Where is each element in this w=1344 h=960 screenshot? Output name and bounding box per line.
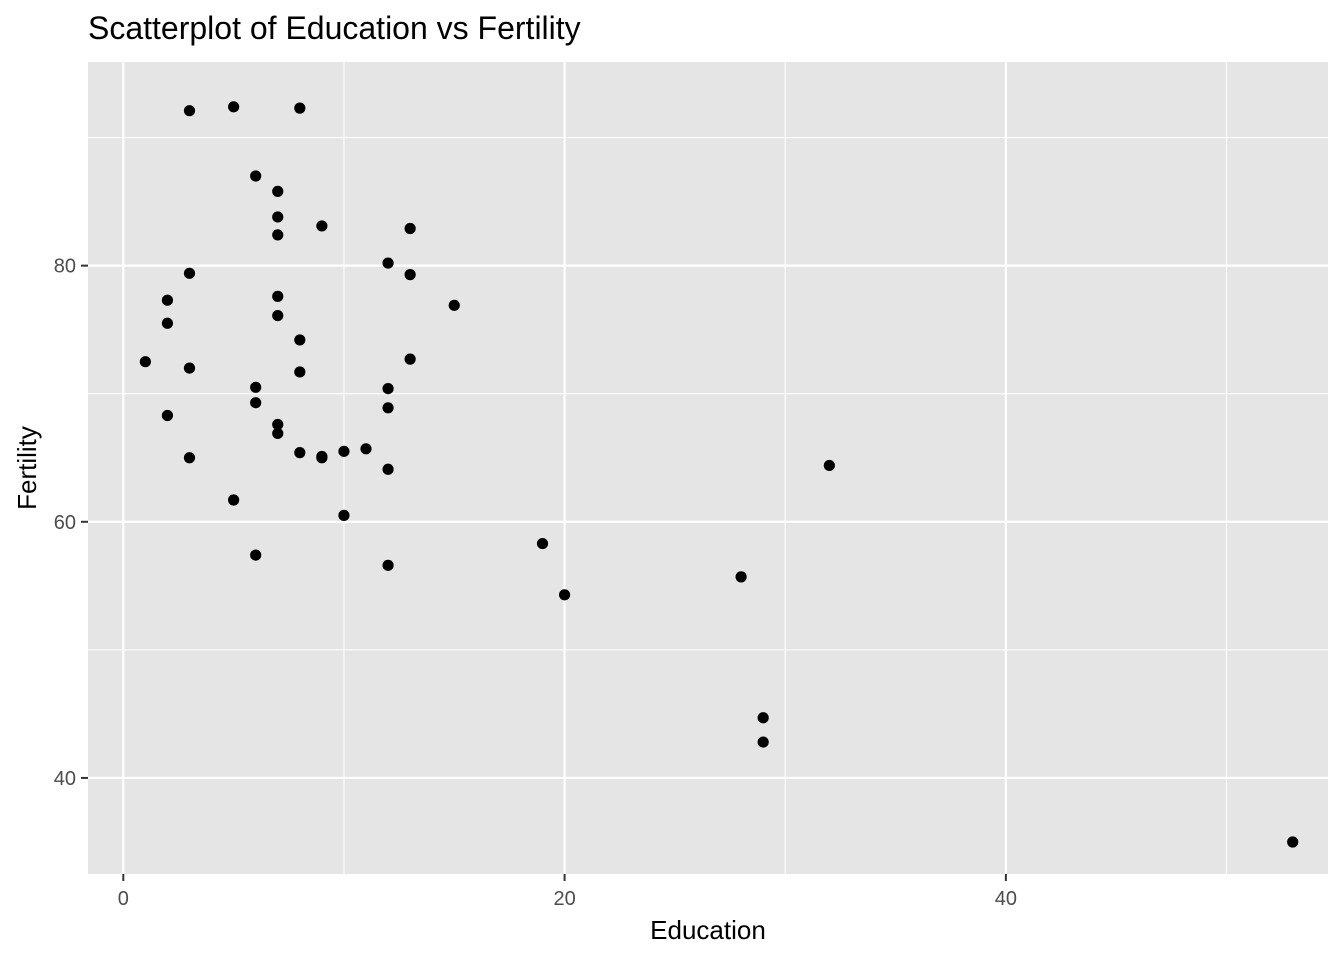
data-point: [250, 549, 262, 561]
data-point: [183, 452, 196, 464]
data-point: [272, 229, 284, 241]
y-tick-label: 80: [54, 256, 76, 278]
data-point: [161, 409, 174, 422]
data-point: [228, 101, 240, 113]
data-point: [272, 418, 284, 431]
data-point: [294, 102, 306, 114]
data-point: [316, 220, 328, 232]
data-point: [161, 294, 174, 306]
data-point: [1287, 836, 1299, 848]
data-points: [139, 101, 1299, 848]
data-point: [448, 299, 460, 311]
data-point: [161, 317, 174, 329]
major-gridlines: [88, 62, 1328, 874]
data-point: [536, 537, 549, 550]
data-point: [338, 445, 350, 457]
plot-panel: [88, 62, 1328, 874]
data-point: [316, 452, 328, 464]
data-point: [404, 269, 416, 281]
data-point: [294, 334, 306, 346]
data-point: [250, 397, 262, 409]
data-point: [404, 222, 416, 235]
data-point: [382, 463, 394, 475]
data-point: [272, 290, 284, 302]
tick-labels: 0 20 40 40 60 80: [54, 256, 1017, 910]
data-point: [250, 170, 262, 182]
data-point: [360, 443, 372, 455]
minor-gridlines: [88, 62, 1328, 874]
data-point: [382, 382, 394, 395]
data-point: [250, 381, 262, 393]
chart-title: Scatterplot of Education vs Fertility: [88, 10, 581, 46]
data-point: [183, 362, 196, 374]
data-point: [183, 105, 196, 117]
data-point: [272, 185, 284, 197]
y-tick-label: 60: [54, 512, 76, 534]
data-point: [382, 559, 394, 571]
data-point: [228, 494, 240, 506]
data-point: [558, 589, 571, 601]
data-point: [338, 509, 350, 521]
data-point: [294, 366, 306, 378]
data-point: [757, 712, 769, 724]
data-point: [757, 736, 769, 748]
x-tick-label: 40: [995, 888, 1017, 910]
data-point: [382, 402, 394, 414]
data-point: [272, 211, 284, 223]
data-point: [183, 267, 196, 279]
x-tick-label: 20: [553, 888, 575, 910]
data-point: [272, 427, 284, 440]
data-point: [272, 309, 284, 322]
data-point: [404, 353, 416, 365]
y-axis-title: Fertility: [12, 426, 42, 510]
axis-ticks: [81, 264, 1007, 881]
data-point: [294, 447, 306, 459]
x-tick-label: 0: [118, 888, 129, 910]
data-point: [382, 257, 394, 269]
data-point: [823, 459, 835, 472]
data-point: [139, 356, 151, 368]
y-tick-label: 40: [54, 768, 76, 790]
data-point: [735, 571, 747, 583]
x-axis-title: Education: [650, 915, 766, 945]
